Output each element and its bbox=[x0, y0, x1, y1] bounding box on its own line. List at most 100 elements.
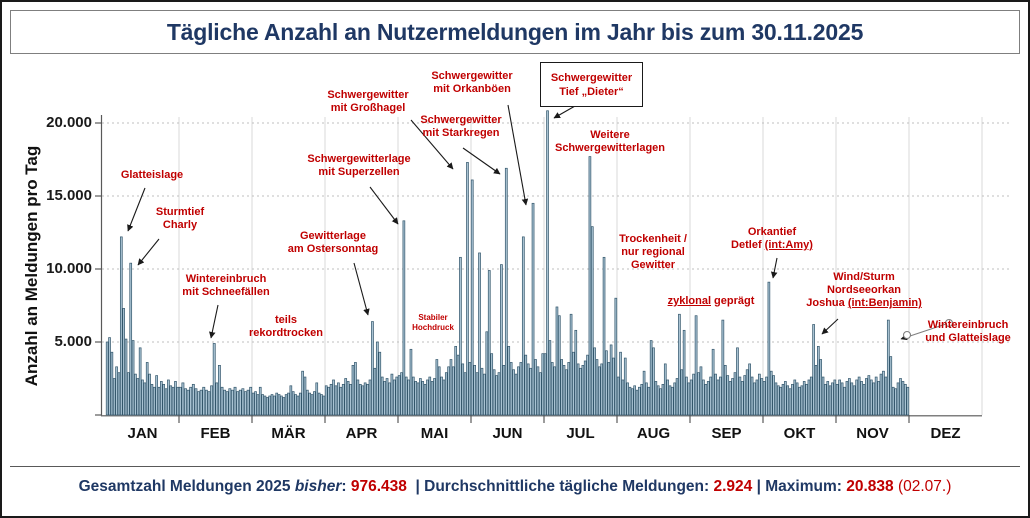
annotation-stabiler-hochdruck: Stabiler Hochdruck bbox=[412, 313, 454, 332]
bar-JUL-9 bbox=[562, 365, 566, 416]
bar-FEB-17 bbox=[220, 386, 224, 416]
bar-OKT-15 bbox=[795, 382, 799, 416]
bar-FEB-4 bbox=[186, 389, 190, 416]
bar-APR-15 bbox=[358, 383, 362, 416]
stats-max-value: 20.838 bbox=[846, 478, 894, 495]
bar-FEB-21 bbox=[231, 389, 234, 416]
bar-JUL-20 bbox=[588, 156, 592, 416]
bar-JUL-30 bbox=[612, 357, 615, 416]
daily-reports-bar-chart bbox=[95, 104, 1010, 423]
bar-MAI-17 bbox=[435, 359, 439, 416]
bar-SEP-30 bbox=[760, 378, 764, 416]
bar-APR-11 bbox=[349, 383, 352, 416]
bar-MÄR-23 bbox=[303, 376, 307, 416]
bar-JUL-11 bbox=[567, 362, 571, 416]
annotation-teils-rekordtrocken: teils rekordtrocken bbox=[249, 314, 323, 339]
annotation-arrow-tief-dieter bbox=[553, 105, 576, 119]
bar-MAI-11 bbox=[421, 381, 425, 416]
bar-MAI-1 bbox=[397, 375, 401, 416]
y-tick-label-15.000: 15.000 bbox=[46, 187, 92, 204]
bar-FEB-2 bbox=[181, 382, 185, 416]
bar-JAN-26 bbox=[164, 388, 168, 416]
bar-AUG-3 bbox=[621, 379, 625, 416]
month-label-JUL: JUL bbox=[566, 425, 595, 442]
bar-OKT-7 bbox=[776, 385, 780, 416]
bar-APR-26 bbox=[385, 378, 389, 416]
bar-NOV-11 bbox=[860, 381, 863, 416]
bar-JUL-15 bbox=[576, 363, 580, 416]
bar-JAN-24 bbox=[160, 381, 163, 416]
bar-JUL-29 bbox=[609, 344, 613, 416]
bar-MÄR-20 bbox=[296, 395, 300, 416]
bar-NOV-2 bbox=[838, 379, 842, 416]
bar-MÄR-3 bbox=[256, 394, 260, 416]
stats-total-value: 976.438 bbox=[350, 478, 407, 495]
bar-SEP-8 bbox=[706, 381, 710, 416]
bar-NOV-30 bbox=[906, 386, 910, 416]
bar-FEB-18 bbox=[223, 389, 227, 416]
bar-SEP-11 bbox=[714, 373, 717, 416]
bar-AUG-22 bbox=[666, 379, 669, 416]
bar-OKT-13 bbox=[791, 383, 794, 416]
annotation-gewitterlage-ostersonntag: Gewitterlage am Ostersonntag bbox=[287, 230, 379, 255]
bar-JUL-4 bbox=[550, 362, 554, 416]
bar-AUG-17 bbox=[654, 381, 658, 416]
annotation-orkantief-detlef: Orkantief Detlef (int:Amy) bbox=[731, 226, 813, 251]
bar-AUG-29 bbox=[682, 329, 686, 416]
month-label-DEZ: DEZ bbox=[930, 425, 961, 442]
bar-APR-20 bbox=[371, 321, 374, 416]
bar-JUN-18 bbox=[512, 369, 515, 416]
bar-SEP-9 bbox=[709, 376, 713, 416]
bar-OKT-27 bbox=[824, 383, 827, 416]
bar-JUL-24 bbox=[598, 366, 601, 416]
stats-sep2: | bbox=[752, 478, 766, 495]
bar-MAI-26 bbox=[456, 354, 460, 416]
bar-MAI-15 bbox=[430, 381, 434, 416]
bar-JUL-10 bbox=[565, 369, 568, 416]
bar-MAI-5 bbox=[407, 379, 410, 416]
bar-FEB-27 bbox=[246, 389, 250, 416]
bar-MÄR-25 bbox=[308, 392, 312, 416]
bar-APR-7 bbox=[339, 386, 343, 416]
bar-AUG-11 bbox=[640, 383, 644, 416]
bar-NOV-25 bbox=[894, 388, 897, 416]
bar-JUN-29 bbox=[538, 372, 542, 416]
annotation-schwergewitter-grosshagel: Schwergewitter mit Großhagel bbox=[327, 89, 409, 114]
bar-MÄR-4 bbox=[258, 386, 262, 416]
bar-OKT-14 bbox=[793, 379, 797, 416]
bar-FEB-9 bbox=[199, 389, 203, 416]
bar-NOV-27 bbox=[899, 378, 902, 416]
stats-avg-label: Durchschnittliche tägliche Meldungen: bbox=[424, 478, 714, 495]
bar-MAI-14 bbox=[428, 376, 432, 416]
bar-NOV-1 bbox=[835, 383, 839, 416]
bar-NOV-5 bbox=[845, 381, 849, 416]
bar-AUG-5 bbox=[626, 382, 629, 416]
bar-APR-10 bbox=[346, 381, 350, 416]
bar-OKT-9 bbox=[781, 383, 785, 416]
bar-JUL-19 bbox=[586, 354, 589, 416]
annotation-arrow-schwergewitter-orkanboeen bbox=[507, 104, 529, 206]
bar-MÄR-24 bbox=[306, 389, 309, 416]
bar-MAI-20 bbox=[442, 379, 446, 416]
bar-MÄR-11 bbox=[275, 392, 279, 416]
bar-SEP-15 bbox=[723, 365, 727, 416]
bar-SEP-28 bbox=[755, 379, 759, 416]
bar-JUN-21 bbox=[519, 362, 523, 416]
bar-NOV-7 bbox=[850, 382, 854, 416]
bar-FEB-25 bbox=[241, 388, 245, 416]
bar-SEP-24 bbox=[745, 369, 749, 416]
bar-FEB-12 bbox=[207, 391, 211, 416]
bar-JUL-27 bbox=[605, 350, 608, 416]
bar-JAN-6 bbox=[117, 372, 121, 416]
bar-MÄR-26 bbox=[310, 394, 314, 416]
bar-MÄR-6 bbox=[263, 395, 267, 416]
bar-JUL-21 bbox=[590, 226, 594, 416]
bar-AUG-13 bbox=[645, 382, 648, 416]
bar-OKT-30 bbox=[831, 382, 834, 416]
bar-AUG-4 bbox=[623, 357, 627, 416]
annotation-weitere-schwergewitterlagen: Weitere Schwergewitterlagen bbox=[554, 129, 666, 154]
bar-AUG-21 bbox=[663, 363, 667, 416]
annotation-arrow-wintereinbruch-schneefaellen bbox=[209, 304, 219, 339]
bar-APR-2 bbox=[327, 386, 330, 416]
